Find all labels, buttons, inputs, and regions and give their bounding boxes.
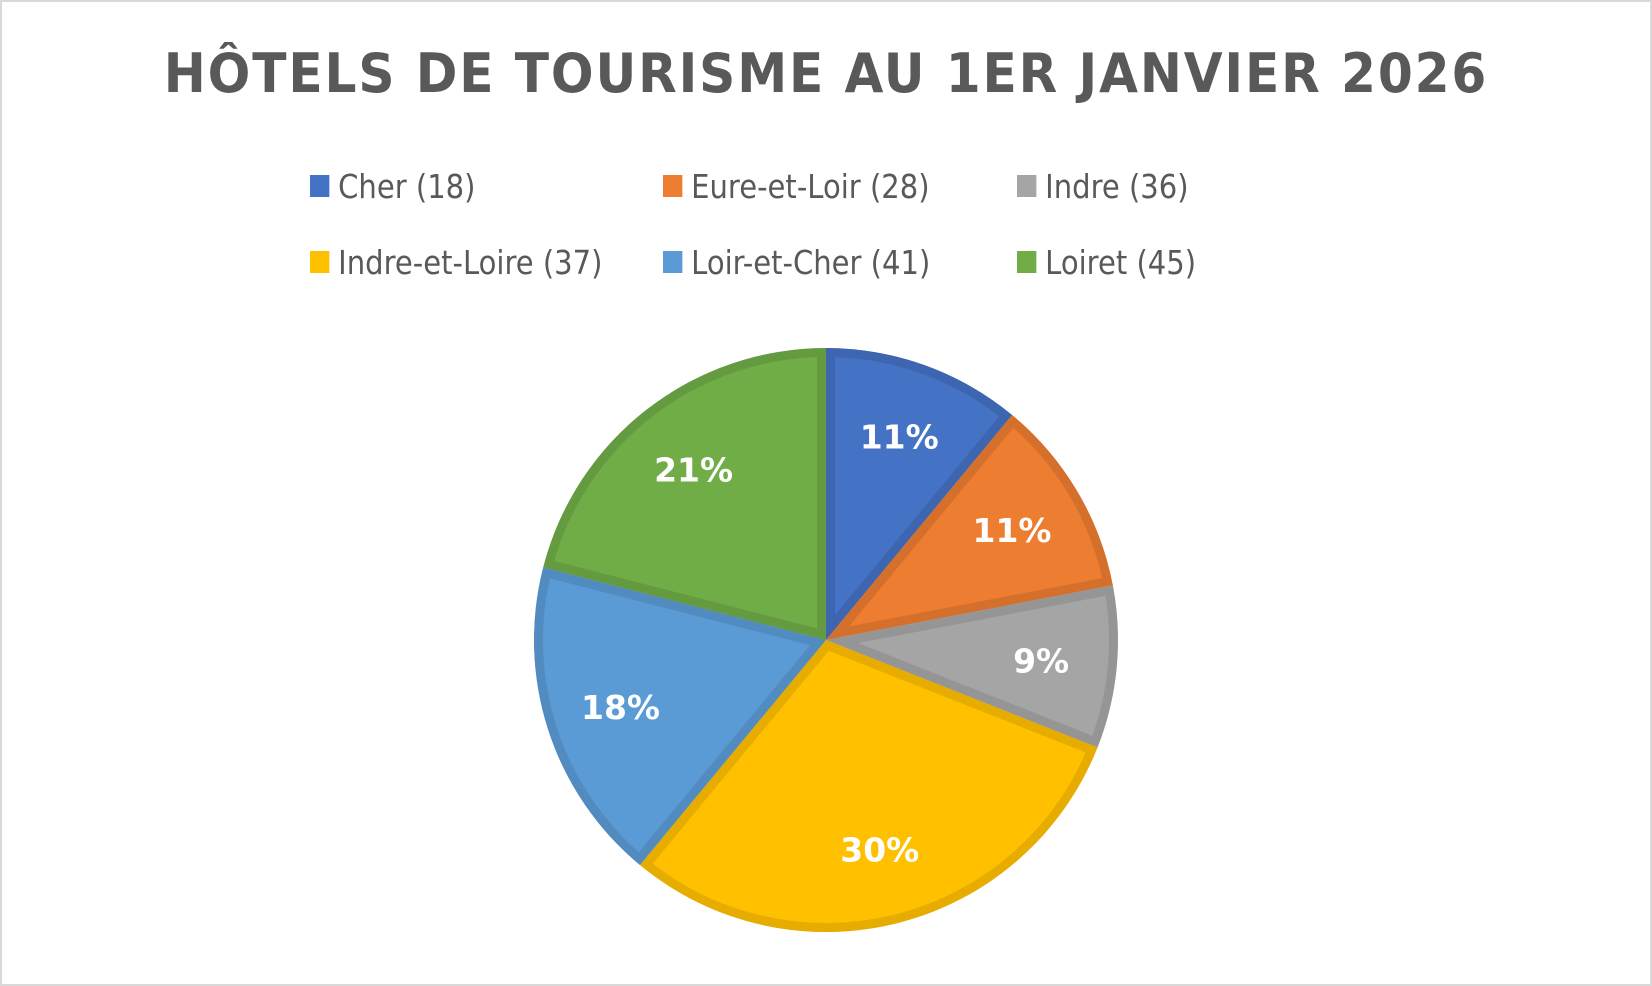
data-label-indre-et-loire: 30% — [840, 830, 919, 869]
legend-item-indre[interactable]: Indre (36) — [1017, 166, 1189, 206]
data-label-eure-et-loir: 11% — [972, 511, 1051, 550]
legend-label: Indre (36) — [1045, 166, 1189, 206]
data-label-cher: 11% — [860, 418, 939, 457]
legend-item-indre-et-loire[interactable]: Indre-et-Loire (37) — [310, 242, 602, 282]
legend-swatch-icon — [663, 251, 683, 273]
chart-title: HÔTELS DE TOURISME AU 1ER JANVIER 2026 — [163, 42, 1489, 105]
legend-swatch-icon — [310, 175, 330, 197]
legend-label: Indre-et-Loire (37) — [338, 242, 603, 282]
legend-item-cher[interactable]: Cher (18) — [310, 166, 475, 206]
data-label-loiret: 21% — [654, 450, 733, 489]
pie-labels: 11% 11% 9% 30% 18% 21% — [581, 418, 1069, 870]
legend-swatch-icon — [663, 175, 683, 197]
legend-swatch-icon — [310, 251, 330, 273]
pie-slice-cher[interactable] — [826, 348, 1013, 640]
legend-swatch-icon — [1017, 175, 1037, 197]
legend-label: Loiret (45) — [1045, 242, 1197, 282]
pie-slices — [534, 348, 1118, 933]
legend-item-loir-et-cher[interactable]: Loir-et-Cher (41) — [663, 242, 930, 282]
data-label-indre: 9% — [1013, 641, 1069, 680]
pie-slice-loir-et-cher[interactable] — [534, 567, 826, 865]
legend-item-eure-et-loir[interactable]: Eure-et-Loir (28) — [663, 166, 930, 206]
pie-slice-indre-et-loire[interactable] — [639, 640, 1098, 933]
legend-label: Eure-et-Loir (28) — [691, 166, 930, 206]
pie-slice-loiret[interactable] — [543, 348, 826, 640]
legend-label: Cher (18) — [338, 166, 476, 206]
pie-slice-indre[interactable] — [826, 585, 1118, 748]
legend-item-loiret[interactable]: Loiret (45) — [1017, 242, 1196, 282]
data-label-loir-et-cher: 18% — [581, 688, 660, 727]
legend-swatch-icon — [1017, 251, 1037, 273]
legend-label: Loir-et-Cher (41) — [691, 242, 931, 282]
pie-slice-eure-et-loir[interactable] — [826, 415, 1113, 640]
